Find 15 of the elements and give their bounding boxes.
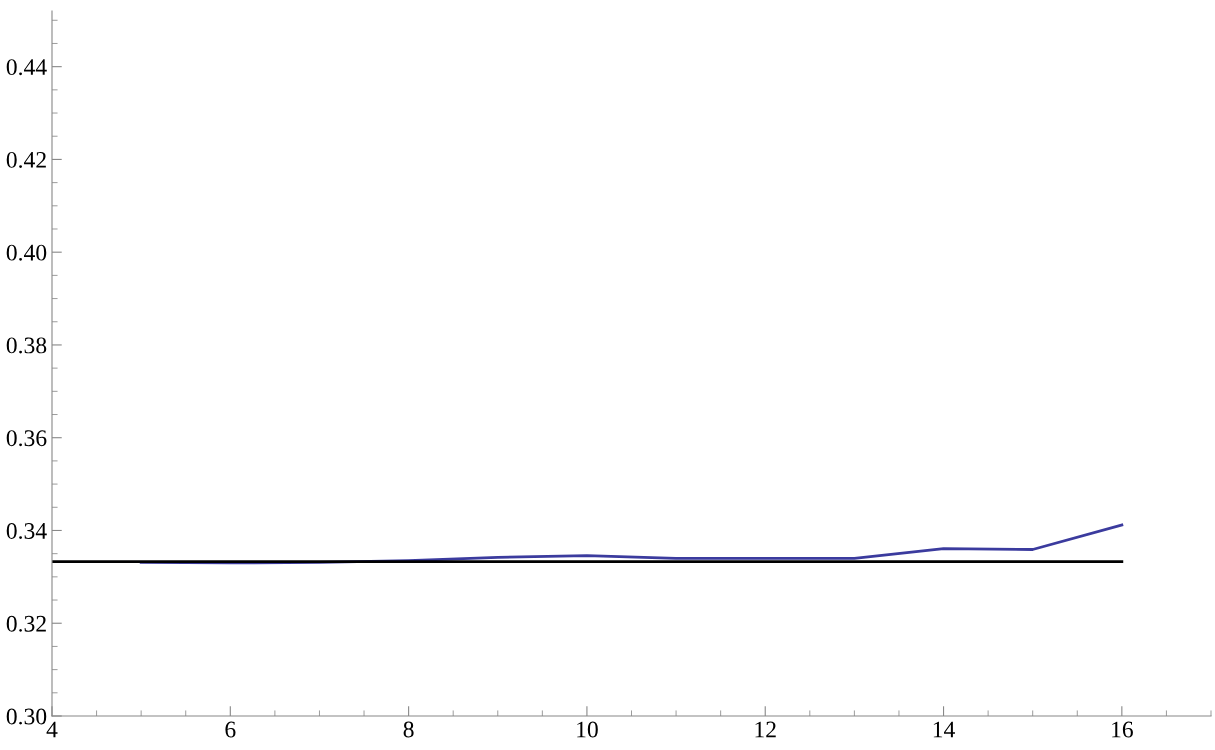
y-tick-label: 0.34 <box>6 522 47 539</box>
x-tick-label: 14 <box>933 721 955 738</box>
x-tick-label: 8 <box>403 721 414 738</box>
y-tick-label: 0.38 <box>6 337 47 354</box>
y-tick-label: 0.44 <box>6 59 47 76</box>
x-tick-label: 12 <box>755 721 776 738</box>
y-tick-label: 0.36 <box>6 430 47 447</box>
x-tick-label: 6 <box>225 721 236 738</box>
y-tick-label: 0.32 <box>6 615 46 632</box>
x-tick-label: 4 <box>46 721 58 738</box>
y-tick-label: 0.30 <box>6 708 47 725</box>
y-tick-label: 0.42 <box>6 151 46 168</box>
x-tick-label: 16 <box>1112 721 1133 738</box>
y-tick-label: 0.40 <box>6 244 47 261</box>
x-tick-label: 10 <box>577 721 598 738</box>
